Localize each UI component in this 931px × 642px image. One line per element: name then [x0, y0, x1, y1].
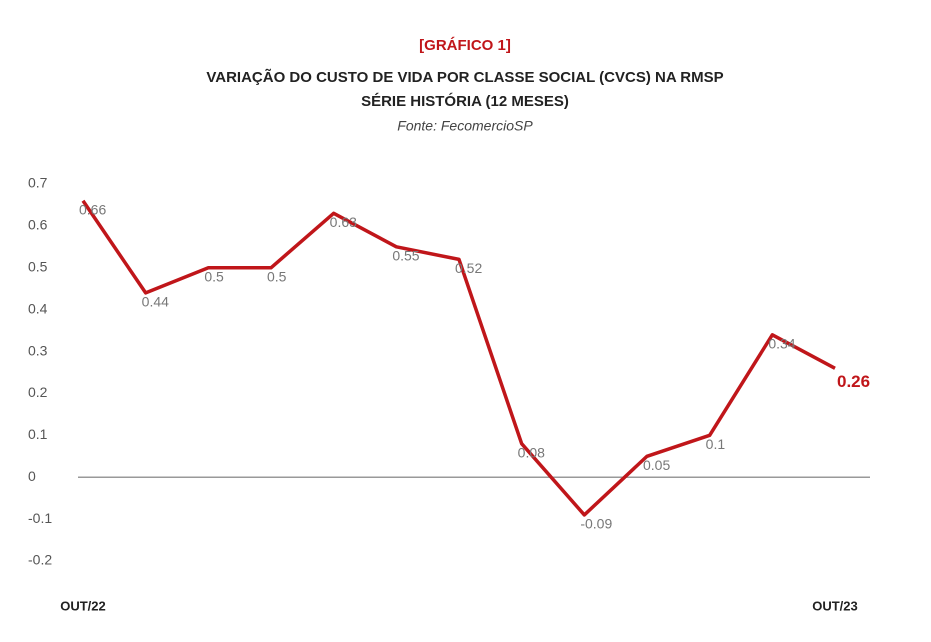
- value-label: -0.09: [580, 516, 612, 532]
- x-tick-label: OUT/22: [60, 598, 106, 613]
- value-label: 0.52: [455, 260, 482, 276]
- y-tick-label: 0.3: [28, 342, 48, 358]
- value-label: 0.34: [768, 336, 795, 352]
- y-tick-label: -0.1: [28, 510, 52, 526]
- value-label: 0.44: [142, 294, 169, 310]
- value-label: 0.05: [643, 457, 670, 473]
- value-label: 0.66: [79, 201, 106, 217]
- chart-label: [GRÁFICO 1]: [419, 37, 511, 54]
- series-line: [81, 199, 836, 517]
- y-tick-label: 0.4: [28, 300, 48, 316]
- value-label: 0.5: [204, 268, 224, 284]
- y-tick-label: -0.2: [28, 552, 52, 568]
- y-tick-label: 0: [28, 468, 36, 484]
- value-label: 0.55: [392, 248, 419, 264]
- y-tick-label: 0.7: [28, 175, 48, 191]
- chart-subtitle: SÉRIE HISTÓRIA (12 MESES): [361, 92, 569, 110]
- value-label: 0.63: [330, 214, 357, 230]
- chart-title: VARIAÇÃO DO CUSTO DE VIDA POR CLASSE SOC…: [206, 68, 723, 86]
- y-tick-label: 0.5: [28, 258, 48, 274]
- last-value-label: 0.26: [837, 372, 870, 391]
- x-tick-label: OUT/23: [812, 598, 858, 613]
- y-tick-label: 0.2: [28, 384, 48, 400]
- y-tick-label: 0.1: [28, 426, 48, 442]
- value-label: 0.1: [706, 436, 726, 452]
- y-tick-label: 0.6: [28, 217, 48, 233]
- value-label: 0.08: [518, 444, 545, 460]
- chart-source: Fonte: FecomercioSP: [397, 118, 533, 134]
- value-label: 0.5: [267, 268, 287, 284]
